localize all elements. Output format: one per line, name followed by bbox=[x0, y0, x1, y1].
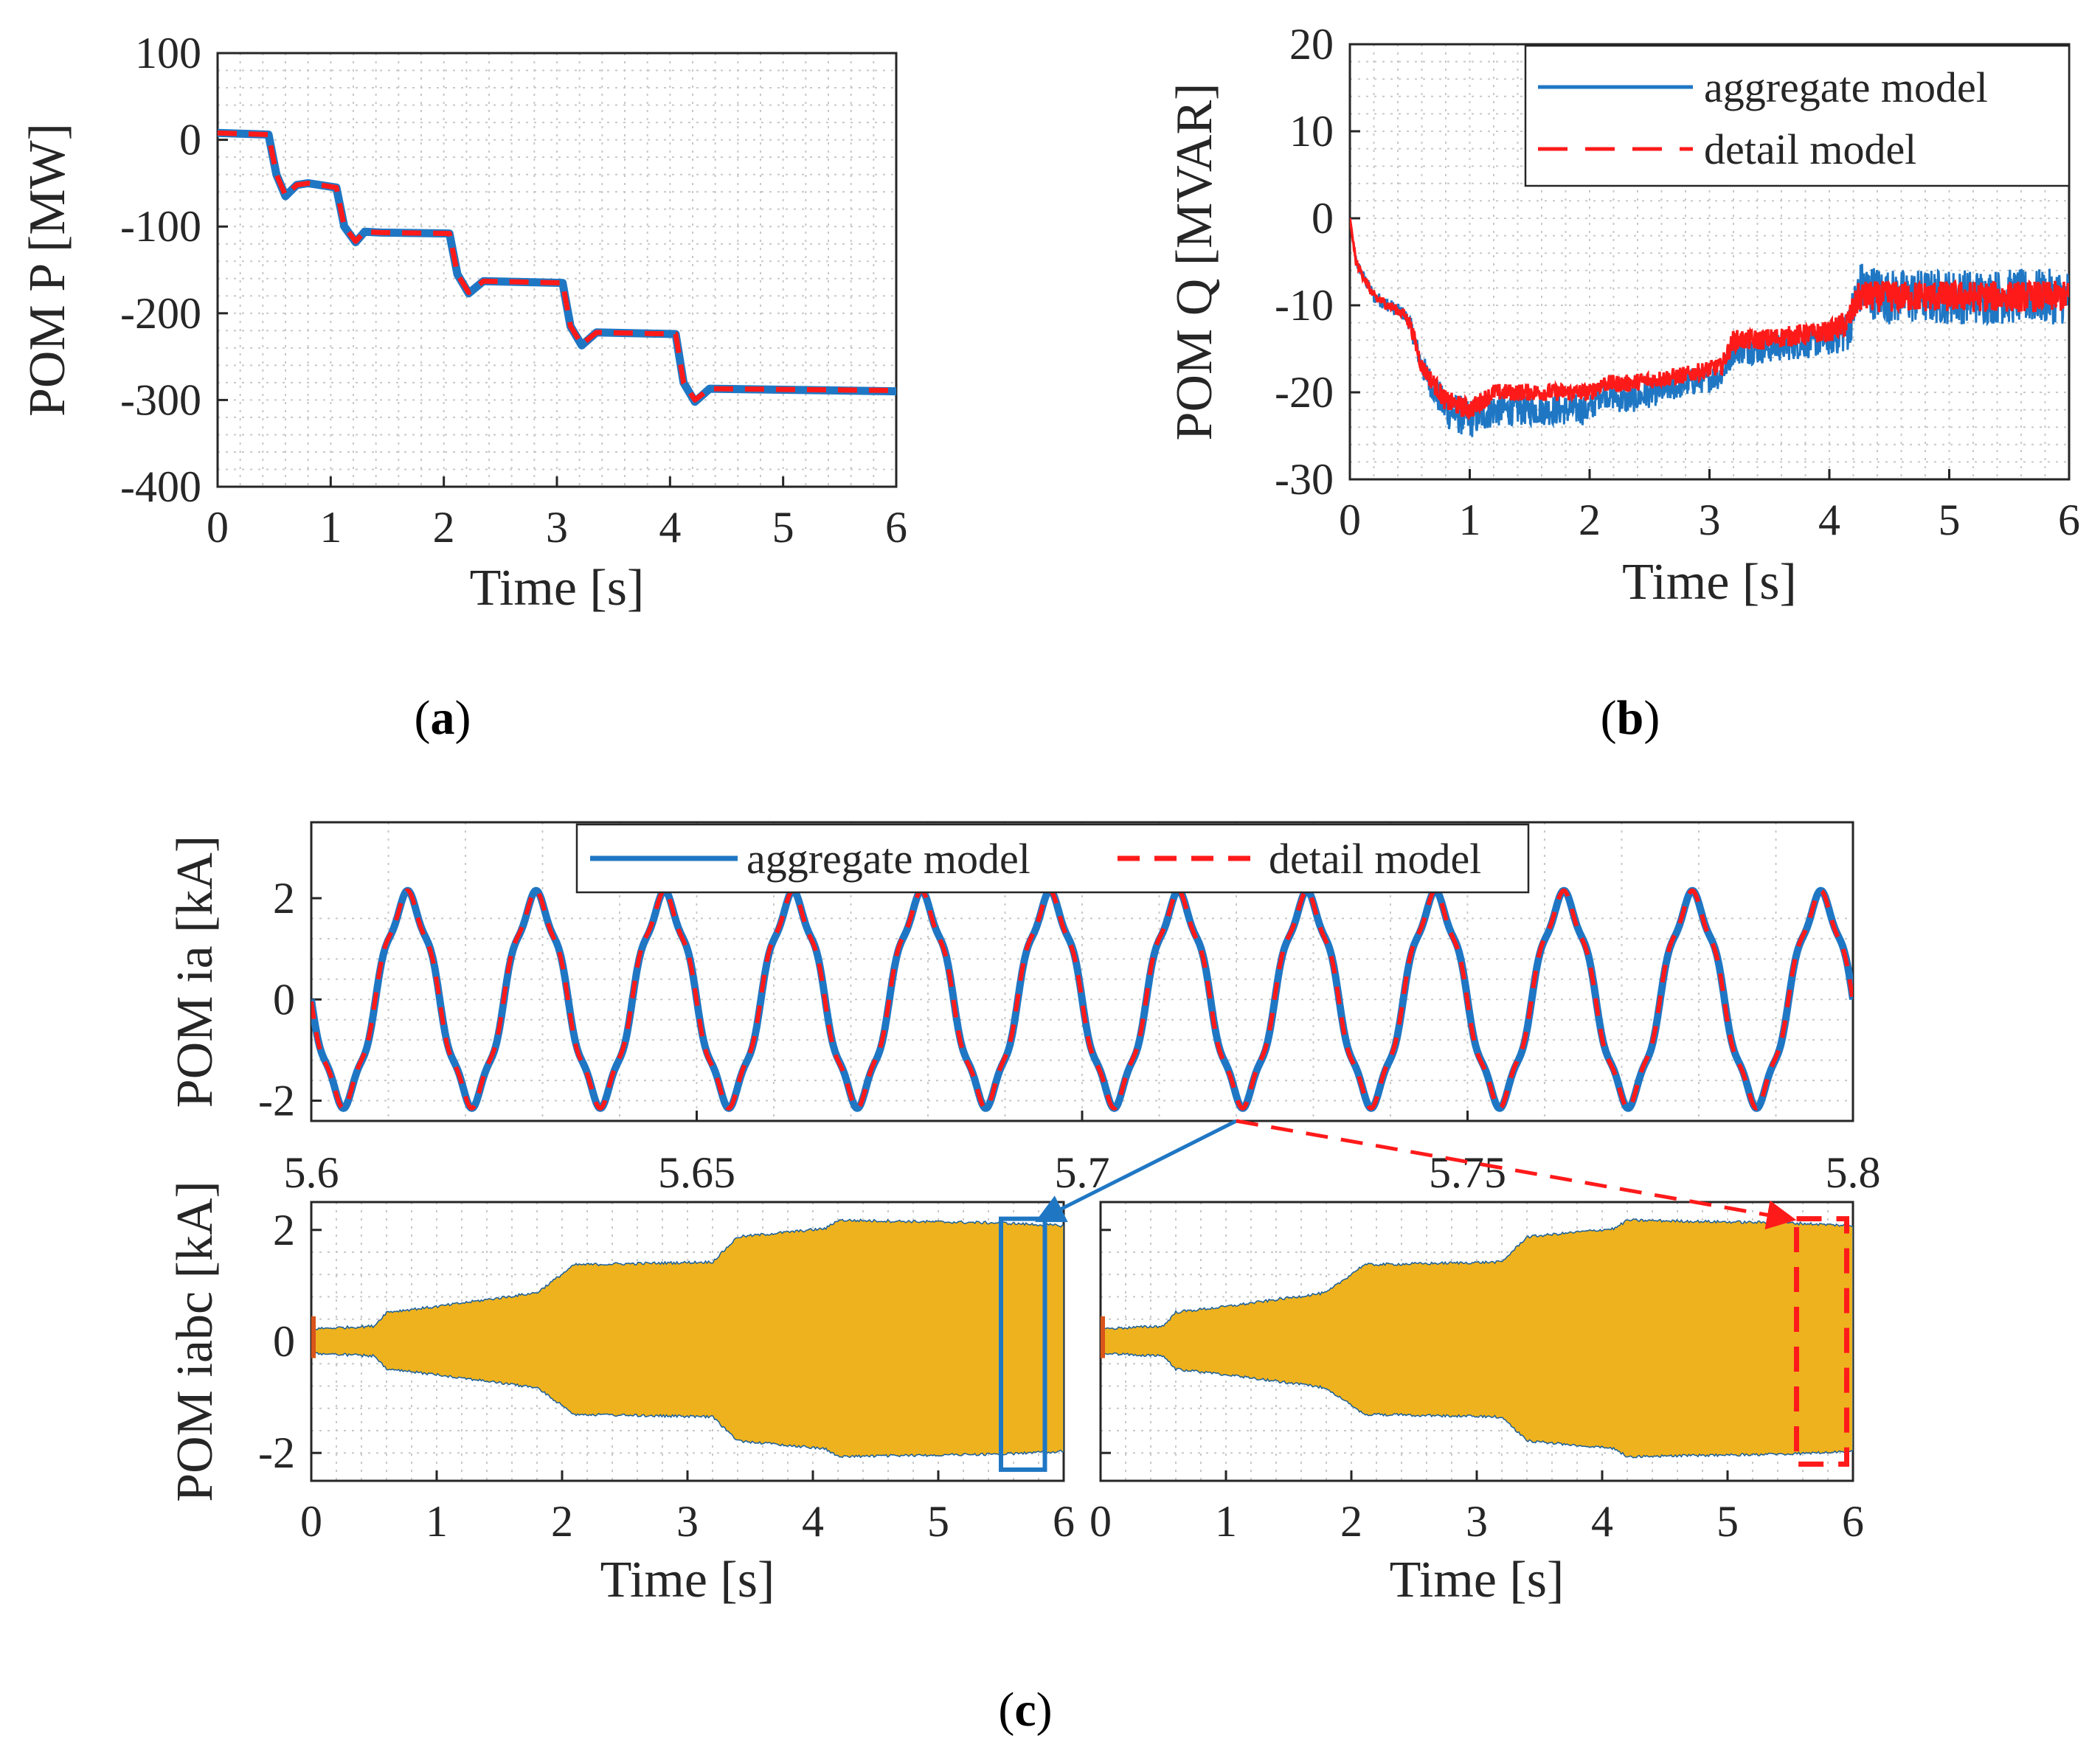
x-tick-label: 4 bbox=[1818, 496, 1840, 544]
y-tick-label: -300 bbox=[120, 375, 201, 424]
y-tick-label: 2 bbox=[273, 1206, 295, 1254]
x-tick-label: 0 bbox=[300, 1497, 322, 1546]
plot-area-a bbox=[218, 53, 896, 487]
x-tick-label: 4 bbox=[1591, 1497, 1613, 1546]
y-tick-label: 0 bbox=[1312, 194, 1334, 243]
y-tick-label: -10 bbox=[1275, 281, 1334, 330]
x-tick-label: 2 bbox=[1579, 496, 1601, 544]
y-tick-label: 0 bbox=[179, 116, 201, 164]
y-tick-label: 10 bbox=[1289, 107, 1334, 156]
x-tick-label: 3 bbox=[1699, 496, 1721, 544]
legend-entry: detail model bbox=[1118, 835, 1481, 883]
x-tick-label: 1 bbox=[319, 503, 342, 552]
x-axis-label-c2: Time [s] bbox=[600, 1552, 775, 1608]
x-tick-label: 5.65 bbox=[658, 1148, 735, 1197]
x-tick-label: 0 bbox=[207, 503, 229, 552]
x-tick-label: 5.75 bbox=[1429, 1148, 1506, 1197]
zoom-arrow-detail bbox=[1236, 1119, 1797, 1230]
x-tick-label: 5.8 bbox=[1826, 1148, 1881, 1197]
x-axis-label-c3: Time [s] bbox=[1390, 1552, 1565, 1608]
y-tick-label: 0 bbox=[273, 975, 295, 1024]
x-tick-label: 2 bbox=[1340, 1497, 1362, 1546]
series-detail-model bbox=[1350, 218, 2069, 421]
x-axis-label-a: Time [s] bbox=[470, 560, 645, 617]
y-axis-label-c1: POM ia [kA] bbox=[167, 836, 224, 1108]
chart-a: 0 1 2 3 4 5 6 100 0 -100 -200 -300 -400 Time [s] POM P… bbox=[19, 29, 907, 617]
x-tick-label: 4 bbox=[802, 1497, 824, 1546]
x-tick-label: 3 bbox=[546, 503, 568, 552]
y-tick-label: -200 bbox=[120, 289, 201, 338]
chart-b: 0 1 2 3 4 5 6 20 10 0 -10 -20 -30 Time [s] POM Q [MVAR… bbox=[1166, 20, 2080, 611]
legend-label: detail model bbox=[1704, 125, 1916, 173]
y-axis-label-b: POM Q [MVAR] bbox=[1166, 83, 1223, 441]
legend: aggregate model detail model bbox=[575, 823, 1530, 894]
y-tick-label: -20 bbox=[1275, 368, 1334, 417]
y-axis-label-a: POM P [MW] bbox=[19, 123, 76, 417]
legend-entry: detail model bbox=[1538, 125, 1916, 173]
x-tick-label: 0 bbox=[1089, 1497, 1112, 1546]
x-tick-label: 5 bbox=[1716, 1497, 1739, 1546]
x-tick-label: 5 bbox=[772, 503, 794, 552]
zoom-arrow-aggregate bbox=[1035, 1119, 1238, 1223]
y-tick-label: 100 bbox=[135, 29, 201, 77]
y-axis-label-c2: POM iabc [kA] bbox=[167, 1181, 224, 1501]
series-iabc-envelope bbox=[311, 1218, 1064, 1459]
x-tick-label: 1 bbox=[1459, 496, 1481, 544]
x-tick-label: 5 bbox=[1939, 496, 1961, 544]
x-tick-label: 1 bbox=[1215, 1497, 1237, 1546]
zoom-box-c2 bbox=[999, 1216, 1047, 1472]
zoom-arrows bbox=[1035, 1119, 1797, 1230]
x-tick-label: 2 bbox=[551, 1497, 573, 1546]
x-tick-label: 3 bbox=[676, 1497, 699, 1546]
y-tick-label: -2 bbox=[258, 1077, 295, 1125]
zoom-box-c3 bbox=[1794, 1216, 1849, 1467]
legend-box bbox=[1524, 44, 2071, 187]
x-tick-label: 4 bbox=[659, 503, 681, 552]
x-tick-label: 5.6 bbox=[284, 1148, 339, 1197]
x-tick-label: 6 bbox=[885, 503, 907, 552]
x-tick-label: 2 bbox=[433, 503, 455, 552]
series-iabc-envelope bbox=[1101, 1218, 1853, 1459]
y-tick-label: 20 bbox=[1289, 20, 1334, 69]
series-detail-model bbox=[311, 888, 1853, 1111]
y-tick-label: -100 bbox=[120, 202, 201, 251]
x-tick-label: 3 bbox=[1466, 1497, 1488, 1546]
y-tick-label: -2 bbox=[258, 1428, 295, 1477]
y-tick-label: 0 bbox=[273, 1317, 295, 1366]
y-tick-label: -400 bbox=[120, 462, 201, 511]
x-tick-label: 5 bbox=[927, 1497, 949, 1546]
legend: aggregate model detail model bbox=[1524, 44, 2071, 187]
y-tick-label: 2 bbox=[273, 874, 295, 923]
x-tick-label: 6 bbox=[1053, 1497, 1075, 1546]
x-tick-label: 0 bbox=[1339, 496, 1361, 544]
y-tick-label: -30 bbox=[1275, 455, 1334, 504]
caption-b: (b) bbox=[1601, 691, 1660, 745]
chart-c3: 0 1 2 3 4 5 6 Time [s] bbox=[1089, 1201, 1864, 1608]
caption-c: (c) bbox=[998, 1683, 1052, 1737]
x-tick-label: 1 bbox=[426, 1497, 448, 1546]
x-tick-label: 6 bbox=[2058, 496, 2080, 544]
legend-entry: aggregate model bbox=[1538, 63, 1988, 111]
series-detail-model bbox=[218, 130, 896, 403]
legend-label: aggregate model bbox=[1704, 63, 1988, 111]
legend-label: detail model bbox=[1269, 835, 1481, 883]
x-tick-label: 6 bbox=[1842, 1497, 1864, 1546]
legend-entry: aggregate model bbox=[590, 835, 1030, 883]
x-axis-label-b: Time [s] bbox=[1622, 554, 1797, 611]
caption-a: (a) bbox=[415, 691, 471, 745]
legend-label: aggregate model bbox=[746, 835, 1030, 883]
